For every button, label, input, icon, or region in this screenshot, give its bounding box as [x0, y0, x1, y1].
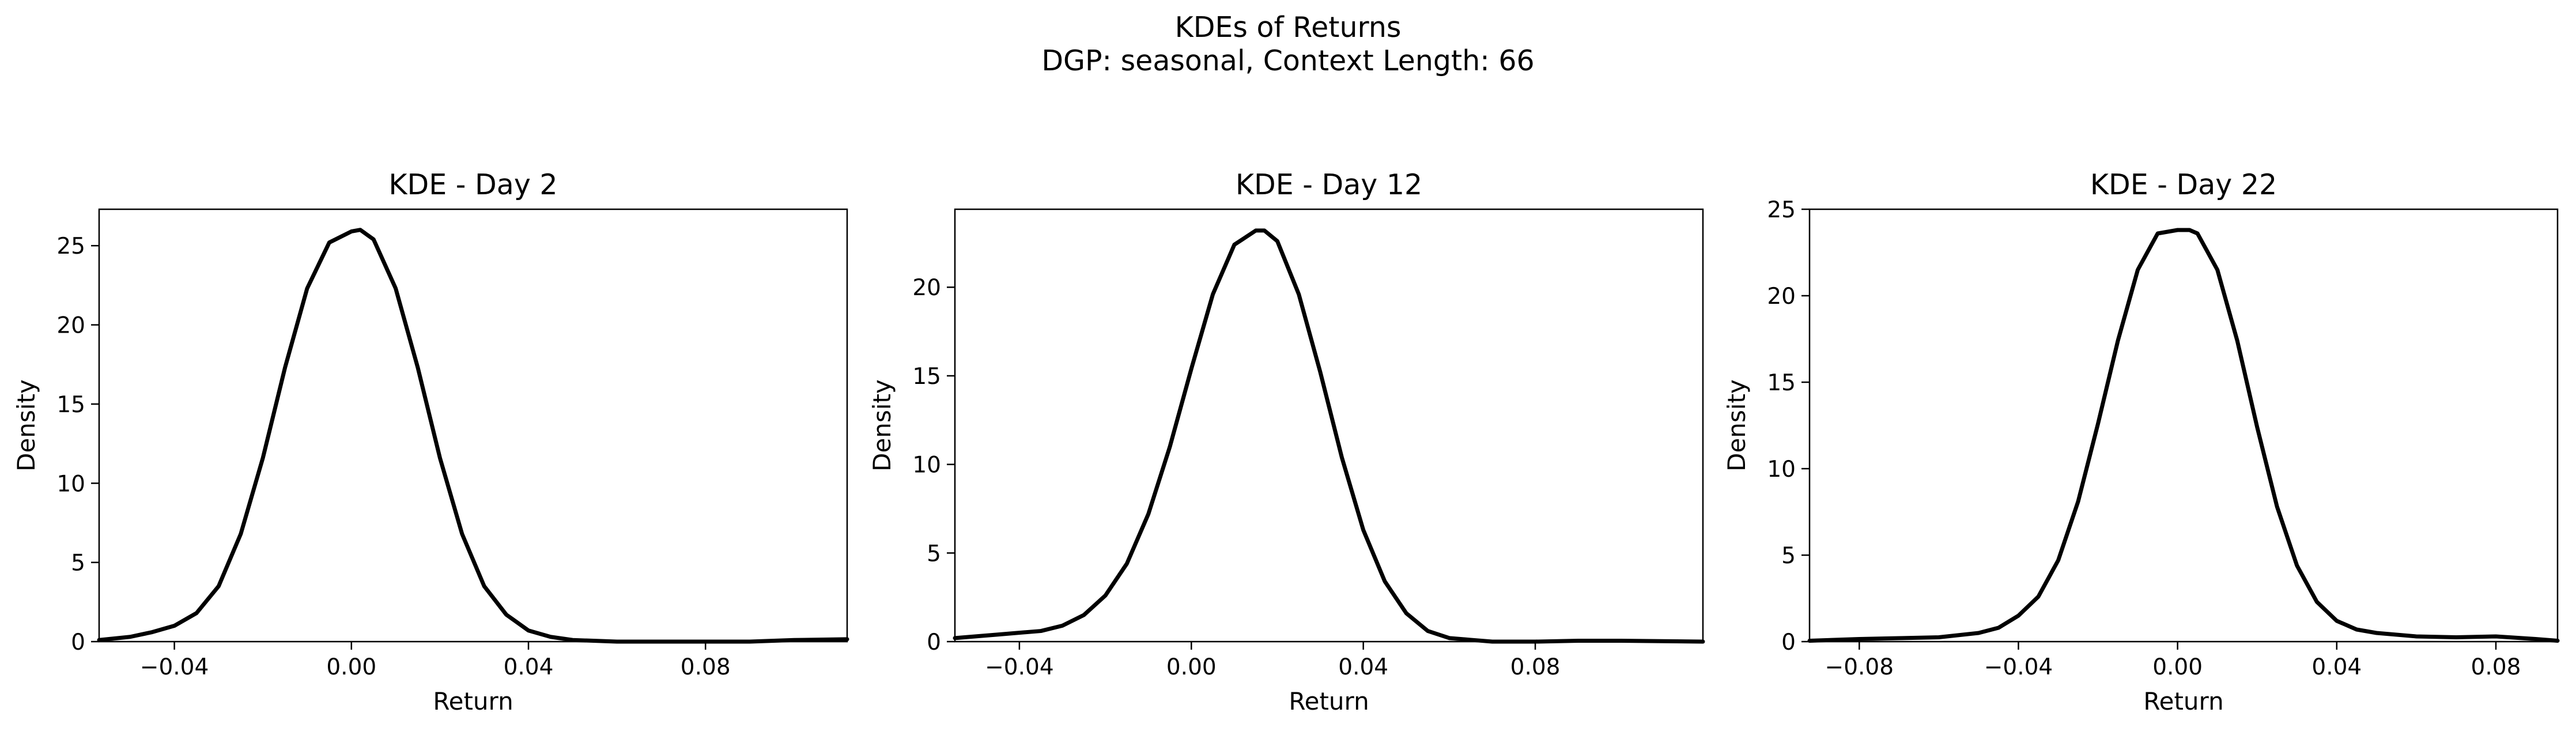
- x-axis-label: Return: [2143, 687, 2223, 715]
- y-tick-label: 25: [56, 233, 85, 259]
- y-tick-label: 15: [1767, 370, 1796, 396]
- y-tick-label: 5: [1781, 543, 1796, 569]
- subplot-1: −0.04 0.00 0.04 0.08 0 5 10 15 20 25 KDE - Day 2 Re…: [12, 168, 849, 715]
- x-tick-label: 0.04: [504, 654, 554, 680]
- y-tick-label: 20: [56, 313, 85, 339]
- y-axis-label: Density: [868, 379, 896, 472]
- x-tick-label: 0.00: [2152, 654, 2203, 680]
- x-tick-label: 0.04: [2311, 654, 2362, 680]
- y-tick-label: 15: [912, 364, 941, 390]
- x-tick-label: 0.00: [326, 654, 376, 680]
- x-tick-label: 0.08: [2471, 654, 2521, 680]
- y-tick-label: 20: [912, 275, 941, 301]
- subplot-3: −0.08 −0.04 0.00 0.04 0.08 0 5 10 15 20 25 KDE - Da…: [1723, 168, 2560, 715]
- x-tick-label: 0.00: [1166, 654, 1217, 680]
- y-tick-label: 20: [1767, 284, 1796, 310]
- y-tick-label: 10: [912, 453, 941, 478]
- y-tick-label: 5: [927, 541, 941, 567]
- x-tick-label: 0.08: [681, 654, 731, 680]
- subplot-title: KDE - Day 22: [2090, 168, 2277, 201]
- figure-subtitle: DGP: seasonal, Context Length: 66: [1041, 44, 1534, 77]
- x-tick-label: 0.04: [1338, 654, 1388, 680]
- x-tick-label: −0.04: [1984, 654, 2053, 680]
- x-tick-label: 0.08: [1510, 654, 1561, 680]
- y-axis-label: Density: [12, 379, 40, 472]
- y-tick-label: 5: [71, 551, 85, 576]
- x-tick-label: −0.08: [1825, 654, 1894, 680]
- axes-frame: [954, 208, 1704, 643]
- y-axis-label: Density: [1723, 379, 1751, 472]
- kde-line: [97, 228, 849, 644]
- y-tick-label: 10: [56, 471, 85, 497]
- y-tick-label: 0: [927, 630, 941, 655]
- subplots: −0.04 0.00 0.04 0.08 0 5 10 15 20 25 KDE - Day 2 Re…: [12, 168, 2560, 715]
- kde-line: [1807, 228, 2560, 643]
- x-tick-label: −0.04: [985, 654, 1054, 680]
- y-tick-label: 10: [1767, 457, 1796, 483]
- axes-frame: [1808, 208, 2559, 643]
- x-axis-label: Return: [433, 687, 513, 715]
- y-tick-label: 0: [71, 630, 85, 655]
- subplot-2: −0.04 0.00 0.04 0.08 0 5 10 15 20 KDE - Day 12 Ret…: [868, 168, 1705, 715]
- x-tick-label: −0.04: [140, 654, 209, 680]
- y-tick-label: 0: [1781, 630, 1796, 655]
- y-tick-label: 25: [1767, 197, 1796, 223]
- subplot-title: KDE - Day 2: [388, 168, 557, 201]
- figure-title: KDEs of Returns: [1175, 11, 1402, 44]
- subplot-title: KDE - Day 12: [1236, 168, 1422, 201]
- kde-line: [953, 228, 1705, 644]
- x-axis-label: Return: [1289, 687, 1369, 715]
- axes-frame: [98, 208, 848, 643]
- y-tick-label: 15: [56, 392, 85, 418]
